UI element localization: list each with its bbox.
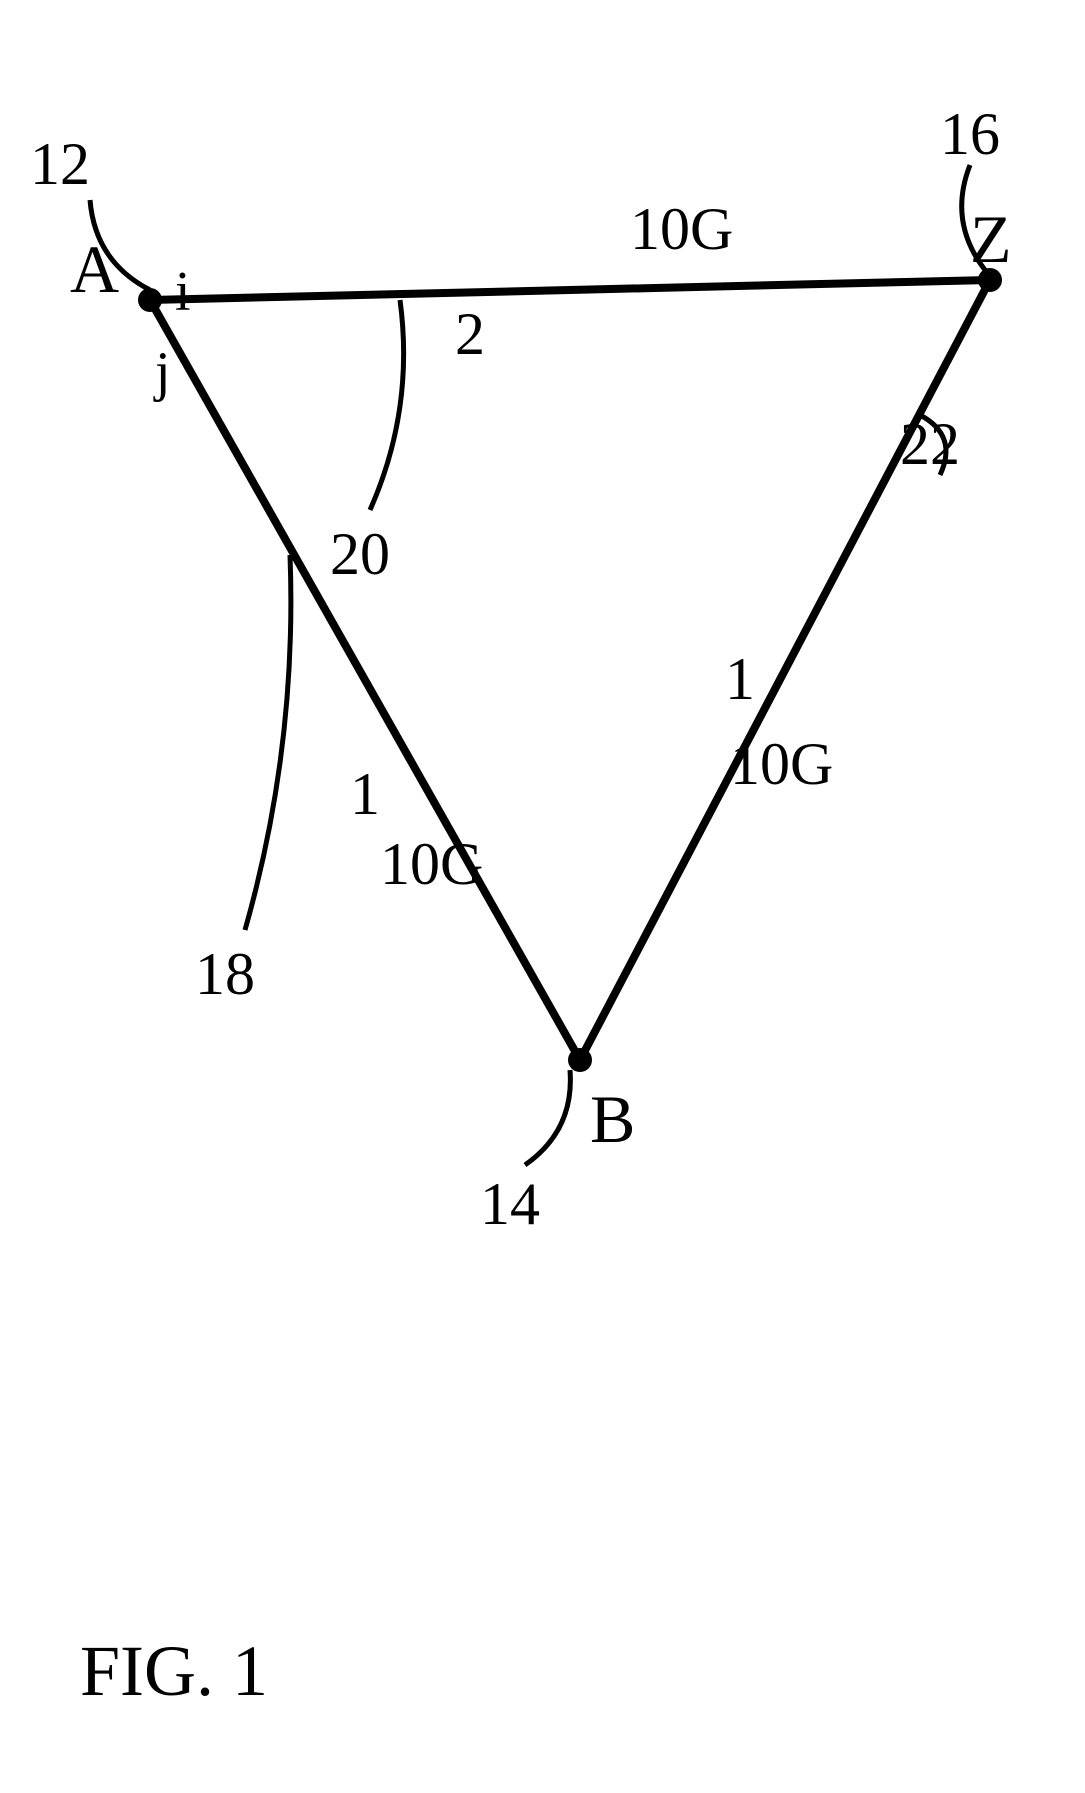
figure-caption: FIG. 1 — [80, 1630, 268, 1713]
edge-B-Z — [580, 280, 990, 1060]
node-A — [138, 288, 162, 312]
ref-leader-18 — [245, 555, 291, 930]
ref-label-22: 22 — [900, 410, 960, 479]
node-label-Z: Z — [970, 200, 1012, 279]
ref-label-20: 20 — [330, 520, 390, 589]
edge-A-Z — [150, 280, 990, 300]
edge-bandwidth-B-Z: 10G — [730, 730, 833, 799]
ref-label-14: 14 — [480, 1170, 540, 1239]
ref-leader-14 — [525, 1070, 570, 1165]
ref-label-16: 16 — [940, 100, 1000, 169]
edge-bandwidth-A-Z: 10G — [630, 195, 733, 264]
node-label-B: B — [590, 1080, 635, 1159]
ref-label-18: 18 — [195, 940, 255, 1009]
node-label-A: A — [70, 230, 119, 309]
node-B — [568, 1048, 592, 1072]
network-diagram — [0, 0, 1085, 1793]
edge-metric-A-Z: 2 — [455, 300, 485, 369]
edge-metric-A-B: 1 — [350, 760, 380, 829]
edge-bandwidth-A-B: 10G — [380, 830, 483, 899]
ref-label-12: 12 — [30, 130, 90, 199]
interface-label-i: i — [175, 260, 191, 324]
edge-metric-B-Z: 1 — [725, 645, 755, 714]
interface-label-j: j — [155, 340, 171, 404]
ref-leader-20 — [370, 300, 404, 510]
